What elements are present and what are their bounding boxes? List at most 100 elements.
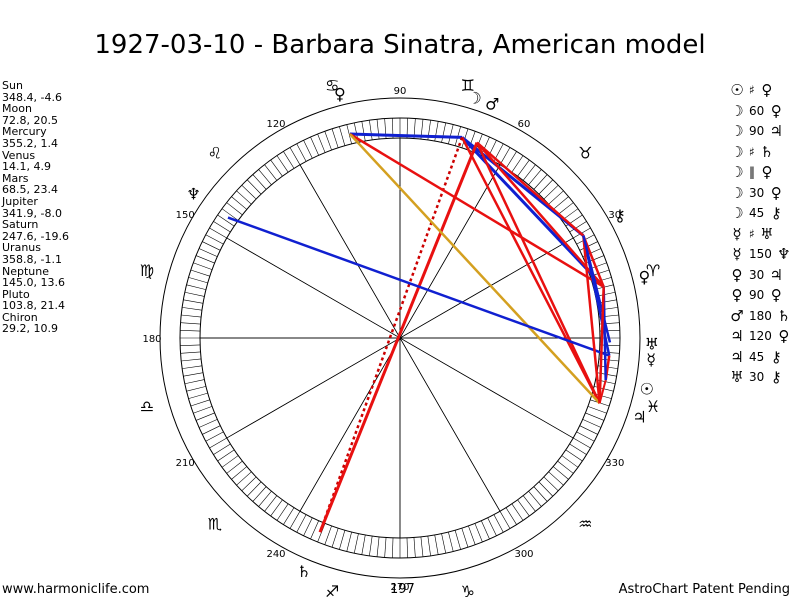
degree-label: 120 (266, 119, 285, 130)
degree-tick (585, 412, 605, 421)
degree-tick (511, 503, 524, 521)
planet-glyph-icon: ♀ (639, 268, 651, 287)
aspect-row: ☽ ‖ ♀ (728, 162, 793, 183)
aspect-value: ♯ (749, 83, 755, 97)
footer-website[interactable]: www.harmoniclife.com (2, 582, 150, 597)
degree-tick (569, 443, 587, 455)
degree-tick (310, 520, 319, 540)
planet-glyph-icon: ♃ (632, 407, 646, 426)
degree-tick (258, 169, 272, 185)
planet-glyph-icon: ☿ (646, 350, 656, 369)
degree-tick (538, 481, 554, 497)
planet-glyph-icon: ♄ (760, 142, 774, 161)
degree-tick (548, 471, 564, 486)
planet-glyph-icon: ☿ (732, 224, 742, 243)
degree-tick (217, 449, 235, 462)
degree-tick (533, 174, 548, 190)
aspect-value: ♯ (749, 226, 755, 241)
degree-label: 300 (514, 549, 533, 560)
planet-coords: 103.8, 21.4 (2, 299, 65, 313)
planet-glyph-icon: ☽ (730, 142, 744, 161)
planet-coords: 341.9, -8.0 (2, 206, 62, 220)
zodiac-sign-icon: ♉ (578, 144, 592, 163)
planet-glyph-icon: ☽ (730, 204, 744, 222)
degree-tick (543, 476, 559, 492)
zodiac-sign-icon: ♒ (578, 514, 592, 533)
degree-tick (499, 511, 511, 529)
degree-tick (303, 517, 313, 536)
degree-tick (454, 530, 461, 550)
aspect-row: ♂ 180 ♄ (728, 306, 793, 327)
degree-tick (205, 431, 224, 442)
degree-tick (181, 358, 202, 362)
degree-tick (246, 481, 262, 497)
degree-tick (289, 147, 301, 165)
chart-title: 1927-03-10 - Barbara Sinatra, American m… (94, 30, 706, 60)
degree-tick (420, 536, 424, 557)
aspect-value: 45 (749, 206, 765, 220)
planet-glyph-icon: ☽ (730, 183, 744, 202)
degree-tick (468, 525, 476, 545)
degree-tick (190, 399, 210, 407)
aspect-line (348, 133, 601, 405)
degree-tick (511, 155, 524, 173)
degree-tick (202, 241, 221, 251)
degree-tick (236, 471, 252, 486)
aspect-line (598, 286, 605, 404)
aspect-value: 180 (749, 308, 772, 323)
degree-tick (190, 269, 210, 277)
planet-position-list: Sun 348.4, -4.6 Moon 72.8, 20.5 Mercury 355.2… (2, 80, 69, 335)
degree-tick (246, 179, 262, 195)
degree-tick (339, 530, 346, 550)
zodiac-sign-icon: ♏ (208, 514, 222, 533)
aspect-value: 30 (749, 267, 765, 282)
degree-tick (270, 499, 283, 517)
degree-tick (183, 372, 204, 377)
aspect-value: 90 (749, 288, 765, 302)
degree-tick (369, 120, 373, 140)
degree-tick (538, 179, 554, 195)
aspect-line (227, 216, 610, 357)
aspect-value: 30 (749, 370, 765, 384)
aspect-row: ☉ ♯ ♀ (728, 80, 793, 101)
bottom-degree-value: 197 (390, 582, 415, 597)
aspect-list: ☉ ♯ ♀ ☽ 60 ♀ ☽ 90 ♃ ☽ ♯ ♄ ☽ ‖ ♀ ☽ 30 ♀ ☽ 45 ⚷ ☿ ♯ ♅ ☿ 150 ♆ ♀ 30 ♃ ♀ 90… (728, 80, 793, 388)
planet-name: Mercury (2, 125, 47, 139)
zodiac-sign-icon: ♋ (325, 76, 339, 95)
planet-glyph-icon: ☿ (732, 245, 742, 263)
aspect-line (598, 379, 607, 404)
degree-label: 270 (390, 582, 409, 593)
degree-label: 240 (266, 549, 285, 560)
degree-tick (182, 307, 202, 311)
degree-tick (193, 406, 213, 414)
division-spoke (226, 237, 574, 439)
planet-glyph-icon: ♅ (645, 334, 659, 353)
degree-tick (517, 159, 530, 177)
degree-label: 150 (176, 210, 195, 221)
aspect-value: 45 (749, 349, 765, 364)
degree-tick (236, 190, 252, 205)
degree-tick (317, 133, 326, 153)
degree-tick (231, 196, 247, 210)
aspect-row: ♀ 30 ♃ (728, 265, 793, 286)
planet-glyph-icon: ♀ (770, 101, 782, 120)
planet-name: Pluto (2, 287, 30, 301)
planet-name: Chiron (2, 310, 38, 324)
aspect-row: ☽ 45 ⚷ (728, 203, 793, 224)
planet-coords: 358.8, -1.1 (2, 252, 62, 266)
degree-tick (226, 202, 243, 216)
degree-tick (528, 169, 542, 185)
planet-glyph-icon: ♀ (761, 81, 773, 99)
degree-tick (283, 151, 295, 169)
planet-name: Neptune (2, 264, 50, 278)
aspect-line (476, 141, 585, 237)
degree-tick (205, 234, 224, 245)
degree-tick (193, 262, 213, 270)
degree-tick (576, 431, 595, 442)
degree-tick (252, 486, 267, 502)
planet-glyph-icon: ♀ (778, 327, 790, 345)
degree-tick (392, 537, 394, 558)
aspect-row: ☽ 90 ♃ (728, 121, 793, 142)
degree-tick (406, 537, 408, 558)
